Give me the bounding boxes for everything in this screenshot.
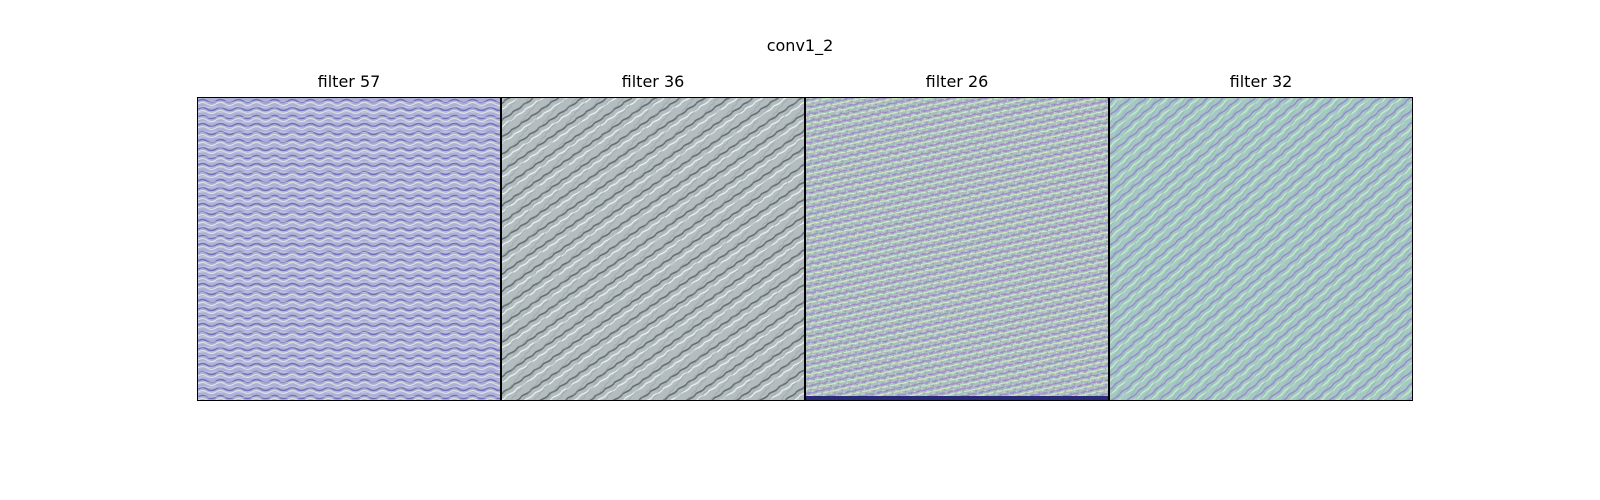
panel-title-filter-57: filter 57 — [317, 72, 381, 91]
filter-26-visualization — [805, 97, 1109, 401]
panel-title-filter-36: filter 36 — [621, 72, 685, 91]
panel-title-filter-32: filter 32 — [1229, 72, 1293, 91]
filter-57-visualization — [197, 97, 501, 401]
filter-26-bottom-edge — [806, 396, 1108, 400]
filter-36-texture — [502, 98, 804, 400]
panel-title-filter-26: filter 26 — [925, 72, 989, 91]
filter-57-texture — [198, 98, 500, 400]
filter-36-visualization — [501, 97, 805, 401]
filter-32-texture — [1110, 98, 1412, 400]
filter-26-texture — [806, 98, 1108, 400]
filter-32-visualization — [1109, 97, 1413, 401]
figure-title: conv1_2 — [766, 36, 834, 55]
